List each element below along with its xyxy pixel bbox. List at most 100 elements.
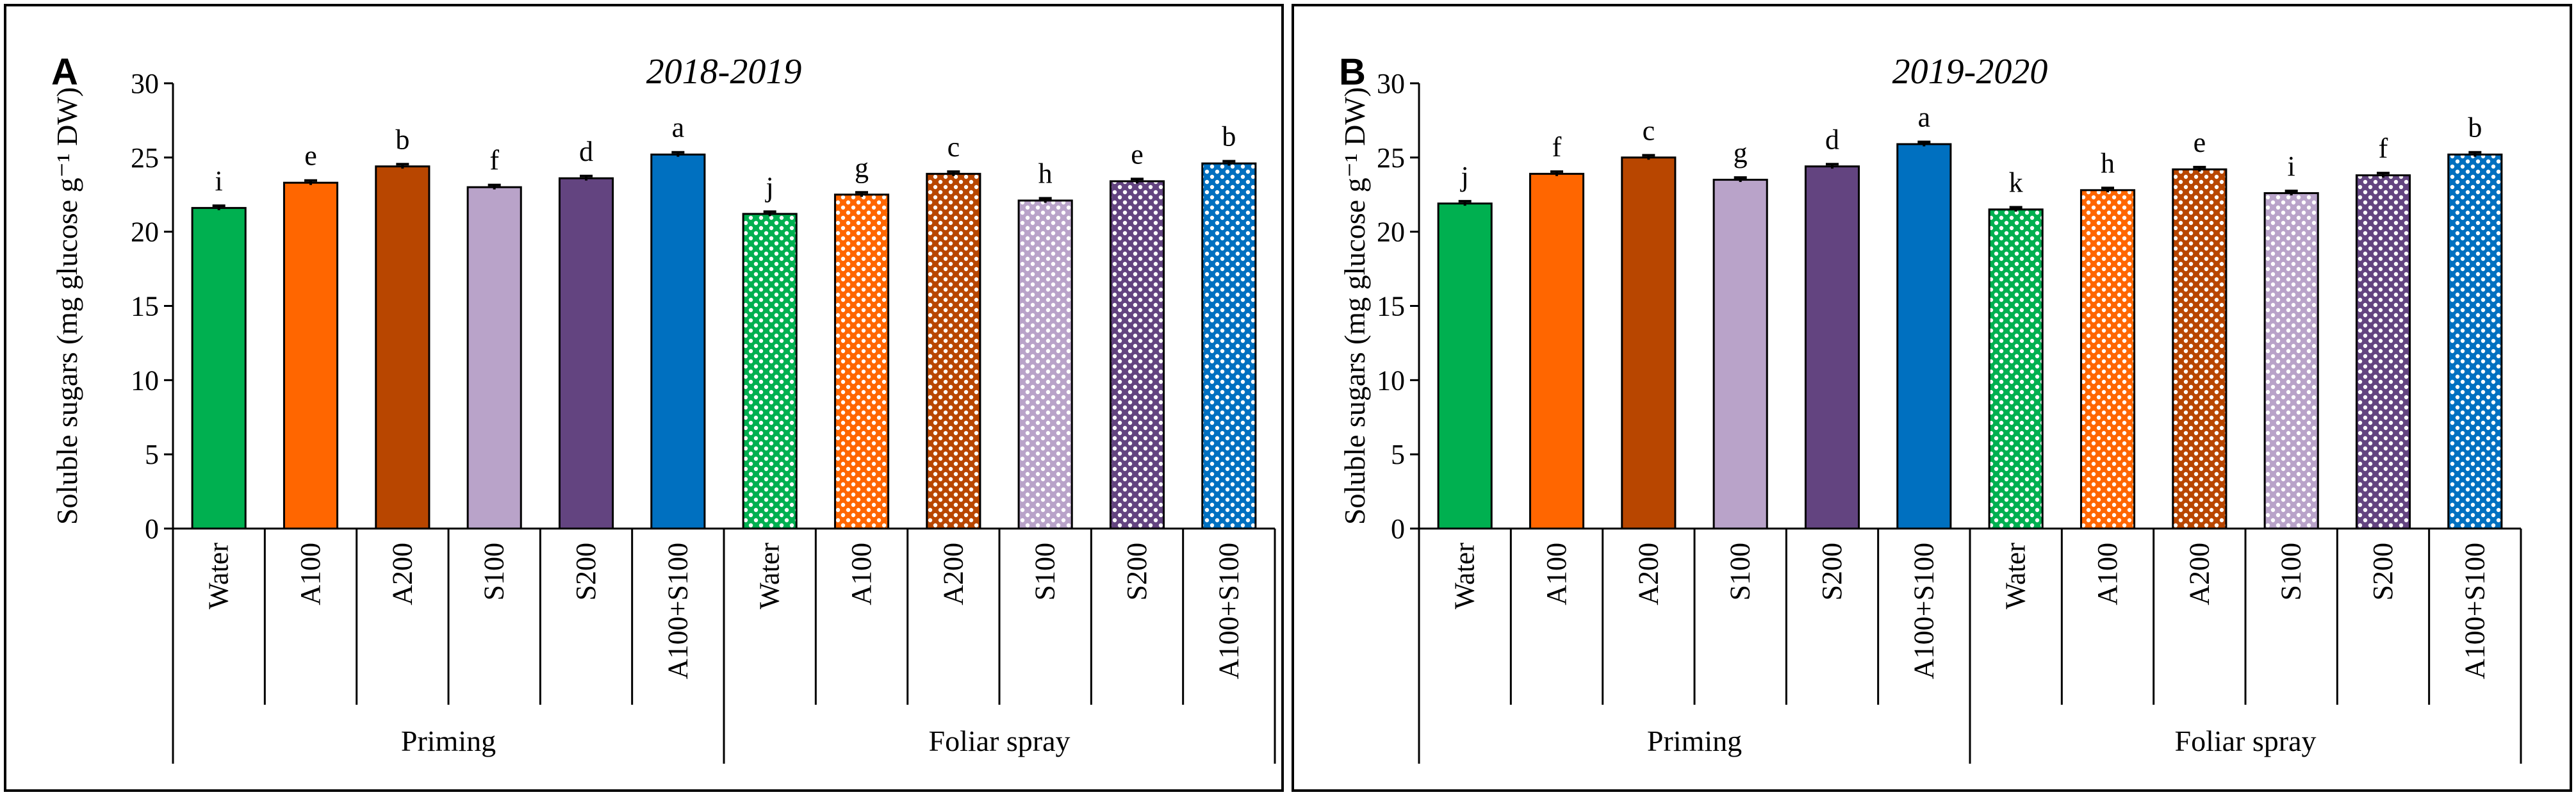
bar bbox=[2263, 192, 2319, 530]
significance-letter: j bbox=[765, 171, 774, 202]
category-label: S100 bbox=[1030, 543, 1061, 600]
bar bbox=[2080, 189, 2136, 530]
significance-letter: f bbox=[2379, 133, 2388, 164]
bar bbox=[833, 193, 890, 530]
group-label: Foliar spray bbox=[2174, 725, 2316, 757]
bar bbox=[1621, 156, 1677, 530]
significance-letter: a bbox=[672, 112, 685, 144]
y-tick-label: 25 bbox=[131, 142, 159, 174]
bar bbox=[926, 172, 981, 530]
y-tick-label: 5 bbox=[1391, 439, 1405, 470]
panel-label: B bbox=[1339, 51, 1366, 93]
y-tick-label: 0 bbox=[145, 513, 159, 545]
significance-letter: b bbox=[395, 124, 409, 155]
category-label: S200 bbox=[570, 543, 602, 600]
significance-letter: e bbox=[2194, 127, 2206, 158]
significance-letter: e bbox=[1131, 138, 1144, 170]
significance-letter: c bbox=[948, 131, 960, 163]
bar bbox=[1896, 143, 1952, 530]
significance-letter: j bbox=[1460, 161, 1469, 192]
category-label: S200 bbox=[1121, 543, 1153, 600]
category-label: A200 bbox=[937, 543, 969, 605]
category-label: A100 bbox=[2092, 543, 2123, 605]
significance-letter: a bbox=[1918, 102, 1931, 133]
significance-letter: c bbox=[1643, 115, 1655, 146]
category-label: A100 bbox=[846, 543, 877, 605]
bar bbox=[1437, 202, 1493, 530]
significance-letter: k bbox=[2009, 167, 2023, 198]
y-tick-label: 15 bbox=[131, 291, 159, 322]
panel-a-frame bbox=[4, 4, 1284, 792]
category-label: S100 bbox=[479, 543, 510, 600]
significance-letter: i bbox=[2288, 151, 2295, 182]
chart-title: 2019-2020 bbox=[1892, 52, 2048, 92]
significance-letter: h bbox=[1038, 158, 1053, 190]
chart-title: 2018-2019 bbox=[646, 52, 802, 92]
category-label: A200 bbox=[386, 543, 418, 605]
y-tick-label: 20 bbox=[131, 217, 159, 248]
significance-letter: d bbox=[579, 136, 593, 167]
significance-letter: i bbox=[215, 165, 223, 197]
group-label: Foliar spray bbox=[928, 725, 1070, 757]
bar bbox=[466, 186, 522, 530]
group-label: Priming bbox=[401, 725, 496, 757]
category-label: A200 bbox=[2183, 543, 2215, 605]
y-tick-label: 30 bbox=[131, 68, 159, 99]
bar bbox=[2172, 168, 2227, 530]
panel-b: B 2019-2020 Soluble sugars (mg glucose g⁻¹… bbox=[1292, 4, 2572, 792]
category-label: Water bbox=[754, 543, 785, 609]
category-label: A100 bbox=[295, 543, 326, 605]
bar bbox=[1201, 162, 1257, 530]
y-axis-label: Soluble sugars (mg glucose g⁻¹ DW) bbox=[1338, 87, 1371, 525]
bar bbox=[558, 177, 614, 530]
y-axis-label: Soluble sugars (mg glucose g⁻¹ DW) bbox=[51, 87, 83, 525]
category-label: A100+S100 bbox=[662, 543, 693, 679]
significance-letter: d bbox=[1825, 124, 1839, 155]
y-tick-label: 5 bbox=[145, 439, 159, 470]
category-label: A100+S100 bbox=[1908, 543, 1939, 679]
group-label: Priming bbox=[1647, 725, 1742, 757]
y-tick-label: 15 bbox=[1377, 291, 1405, 322]
category-label: A100+S100 bbox=[2459, 543, 2490, 679]
category-label: S200 bbox=[2367, 543, 2399, 600]
panel-label: A bbox=[51, 51, 78, 93]
category-label: Water bbox=[2000, 543, 2031, 609]
bar bbox=[1712, 179, 1768, 530]
y-tick-label: 0 bbox=[1391, 513, 1405, 545]
bar bbox=[191, 207, 247, 530]
bar bbox=[650, 153, 706, 530]
significance-letter: g bbox=[1734, 137, 1748, 168]
category-label: A100 bbox=[1541, 543, 1572, 605]
bar bbox=[2355, 174, 2411, 530]
category-label: A200 bbox=[1632, 543, 1664, 605]
bar bbox=[1988, 208, 2044, 530]
y-tick-label: 10 bbox=[1377, 365, 1405, 396]
bar bbox=[742, 213, 798, 530]
category-label: S100 bbox=[1725, 543, 1756, 600]
bar bbox=[1017, 199, 1073, 530]
bar bbox=[1529, 172, 1585, 530]
category-label: A100+S100 bbox=[1213, 543, 1244, 679]
panel-a: A 2018-2019 Soluble sugars (mg glucose g⁻¹… bbox=[4, 4, 1284, 792]
bar bbox=[375, 165, 431, 530]
bar bbox=[1804, 165, 1860, 530]
significance-letter: b bbox=[1222, 121, 1236, 152]
bar bbox=[1109, 180, 1165, 530]
significance-letter: h bbox=[2101, 147, 2115, 179]
significance-letter: f bbox=[489, 145, 499, 176]
category-label: Water bbox=[203, 543, 234, 609]
significance-letter: f bbox=[1552, 131, 1562, 163]
bar bbox=[2447, 153, 2503, 530]
category-label: S200 bbox=[1816, 543, 1848, 600]
y-tick-label: 20 bbox=[1377, 217, 1405, 248]
y-tick-label: 30 bbox=[1377, 68, 1405, 99]
y-tick-label: 10 bbox=[131, 365, 159, 396]
category-label: S100 bbox=[2276, 543, 2307, 600]
category-label: Water bbox=[1449, 543, 1481, 609]
bar bbox=[283, 181, 339, 530]
significance-letter: g bbox=[855, 152, 869, 183]
significance-letter: b bbox=[2468, 112, 2482, 144]
significance-letter: e bbox=[304, 140, 317, 172]
panel-b-frame bbox=[1292, 4, 2572, 792]
